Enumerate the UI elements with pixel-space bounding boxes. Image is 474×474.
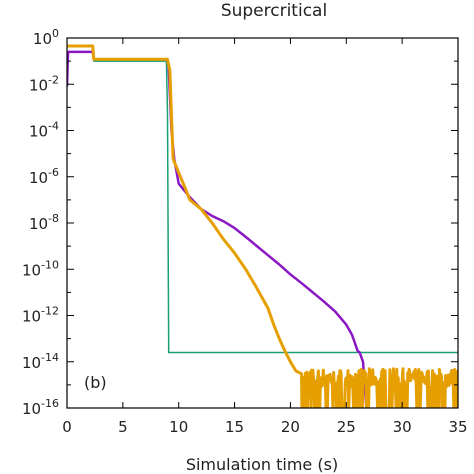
y-tick-label: 10-2 (29, 73, 59, 94)
y-tick-label: 100 (33, 27, 59, 48)
y-tick-label: 10-4 (29, 120, 59, 141)
x-tick-label: 25 (337, 418, 356, 436)
y-tick-label: 10-10 (22, 258, 59, 279)
y-tick-label: 10-14 (22, 351, 59, 372)
x-axis-label: Simulation time (s) (186, 455, 338, 474)
y-tick-label: 10-16 (22, 397, 59, 418)
chart-title: Supercritical (221, 1, 327, 21)
y-tick-label: 10-12 (22, 305, 59, 326)
series-layer (67, 44, 458, 408)
y-tick-label: 10-6 (29, 166, 59, 187)
x-tick-label: 5 (118, 418, 128, 436)
axis-layer: 0 5 10 15 20 25 30 35 100 10-2 10-4 10-6 10-8 10-10 10… (22, 27, 468, 436)
panel-label: (b) (84, 373, 107, 392)
x-tick-label: 0 (62, 418, 72, 436)
series-line-3 (67, 44, 458, 408)
x-tick-label: 30 (393, 418, 412, 436)
x-tick-label: 15 (225, 418, 244, 436)
x-tick-label: 35 (448, 418, 467, 436)
x-tick-label: 20 (281, 418, 300, 436)
y-tick-label: 10-8 (29, 212, 59, 233)
series-line-1 (67, 51, 458, 354)
x-tick-label: 10 (169, 418, 188, 436)
